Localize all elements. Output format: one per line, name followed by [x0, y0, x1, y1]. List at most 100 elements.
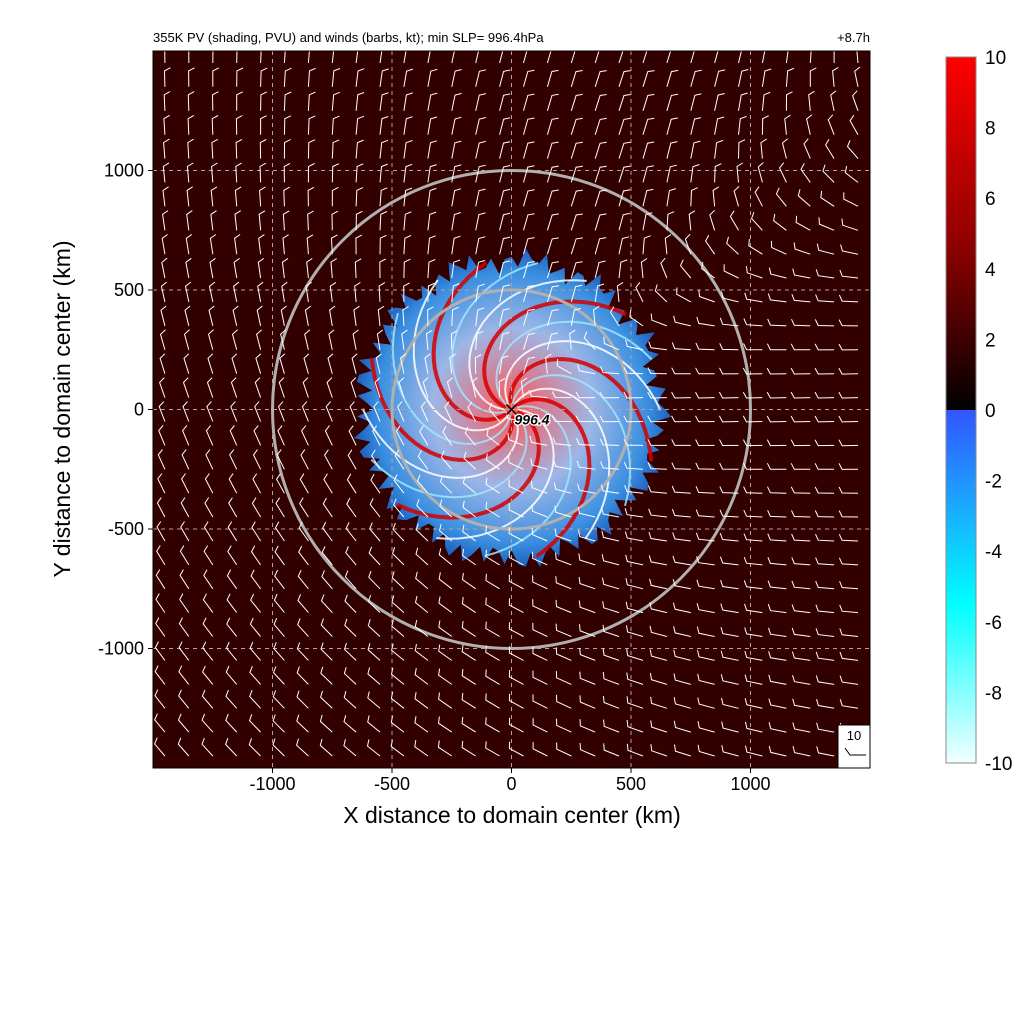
wind-barb — [684, 233, 692, 255]
wind-barb — [391, 571, 405, 590]
wind-barb — [161, 233, 168, 255]
wind-barb — [555, 623, 572, 637]
wind-barb — [320, 618, 333, 637]
wind-barb — [679, 259, 692, 279]
wind-barb — [379, 68, 389, 87]
wind-barb — [207, 353, 214, 374]
wind-barb — [599, 415, 620, 423]
wind-barb — [343, 690, 357, 709]
wind-barb — [462, 524, 476, 542]
wind-barb — [626, 672, 644, 685]
wind-barb — [846, 140, 859, 159]
wind-barb — [348, 425, 357, 446]
wind-barb — [523, 189, 535, 207]
wind-barb — [370, 473, 381, 494]
wind-barb — [178, 617, 190, 637]
wind-barb — [791, 294, 811, 303]
wind-barb — [156, 497, 166, 518]
wind-barb — [297, 594, 309, 613]
wind-barb — [742, 367, 763, 375]
wind-barb — [375, 353, 382, 374]
wind-barb — [415, 523, 429, 542]
wind-barb — [331, 68, 341, 87]
wind-barb — [227, 521, 238, 542]
wind-barb — [256, 305, 263, 327]
range-ring — [390, 288, 633, 531]
wind-barb — [367, 619, 381, 637]
wind-barb — [427, 235, 436, 255]
wind-barb — [379, 258, 386, 279]
wind-barb — [499, 188, 511, 207]
x-tick-label: -500 — [374, 774, 410, 794]
colorbar-tick-label: -2 — [985, 472, 1002, 493]
wind-barb — [250, 545, 262, 566]
wind-barb — [277, 425, 285, 446]
wind-barb — [815, 628, 835, 637]
wind-barb — [815, 581, 835, 590]
wind-barb — [690, 51, 695, 64]
wind-barb — [209, 234, 217, 255]
wind-barb — [508, 598, 524, 614]
wind-barb — [523, 356, 535, 374]
wind-barb — [187, 138, 194, 159]
wind-barb — [570, 307, 581, 326]
wind-barb — [416, 499, 429, 518]
wind-barb — [329, 281, 337, 302]
wind-barb — [379, 51, 383, 64]
wind-barb — [570, 213, 583, 231]
wind-barb — [155, 593, 166, 613]
wind-barb — [201, 713, 214, 733]
wind-barb — [825, 139, 835, 159]
wind-barb — [698, 289, 715, 303]
wind-barb — [306, 258, 313, 279]
wind-barb — [207, 329, 214, 350]
wind-barb — [475, 117, 486, 135]
pv-spiral-band — [511, 374, 632, 507]
wind-barb — [570, 141, 583, 159]
wind-barb — [603, 336, 620, 351]
wind-barb — [650, 744, 668, 757]
wind-barb — [279, 353, 286, 374]
wind-barb — [856, 51, 859, 64]
wind-barb — [461, 716, 476, 733]
wind-barb — [331, 163, 340, 183]
wind-barb — [201, 689, 214, 709]
wind-barb — [331, 139, 340, 159]
wind-barb — [602, 624, 620, 637]
wind-barb — [712, 186, 720, 207]
wind-barb — [427, 140, 438, 159]
wind-barb — [355, 92, 365, 111]
wind-barb — [508, 550, 524, 566]
wind-barb — [331, 115, 340, 135]
wind-barb — [248, 714, 261, 733]
wind-barb — [719, 556, 739, 566]
wind-barb — [181, 449, 190, 470]
wind-barb — [282, 234, 289, 255]
wind-barb — [276, 473, 285, 494]
wind-barb — [307, 163, 315, 183]
wind-barb — [438, 596, 453, 614]
wind-barb — [666, 188, 676, 207]
wind-barb — [205, 449, 214, 470]
wind-barb — [768, 627, 787, 637]
wind-barb — [849, 114, 859, 135]
wind-barb — [616, 281, 624, 302]
wind-barb — [304, 329, 311, 350]
wind-barb — [642, 93, 655, 111]
wind-barb — [451, 140, 462, 159]
wind-barb — [475, 307, 485, 326]
wind-barb — [743, 580, 763, 590]
wind-barb — [485, 669, 500, 685]
wind-barb — [188, 51, 190, 63]
wind-barb — [626, 743, 644, 757]
wind-barb — [690, 117, 702, 135]
wind-barb — [296, 642, 309, 661]
wind-barb — [654, 284, 668, 303]
wind-barb — [462, 500, 477, 518]
wind-barb — [546, 213, 559, 231]
wind-barb — [273, 618, 285, 637]
wind-barb — [440, 450, 453, 470]
wind-barb — [345, 546, 357, 566]
wind-barb — [696, 579, 715, 590]
wind-barb — [179, 593, 190, 613]
